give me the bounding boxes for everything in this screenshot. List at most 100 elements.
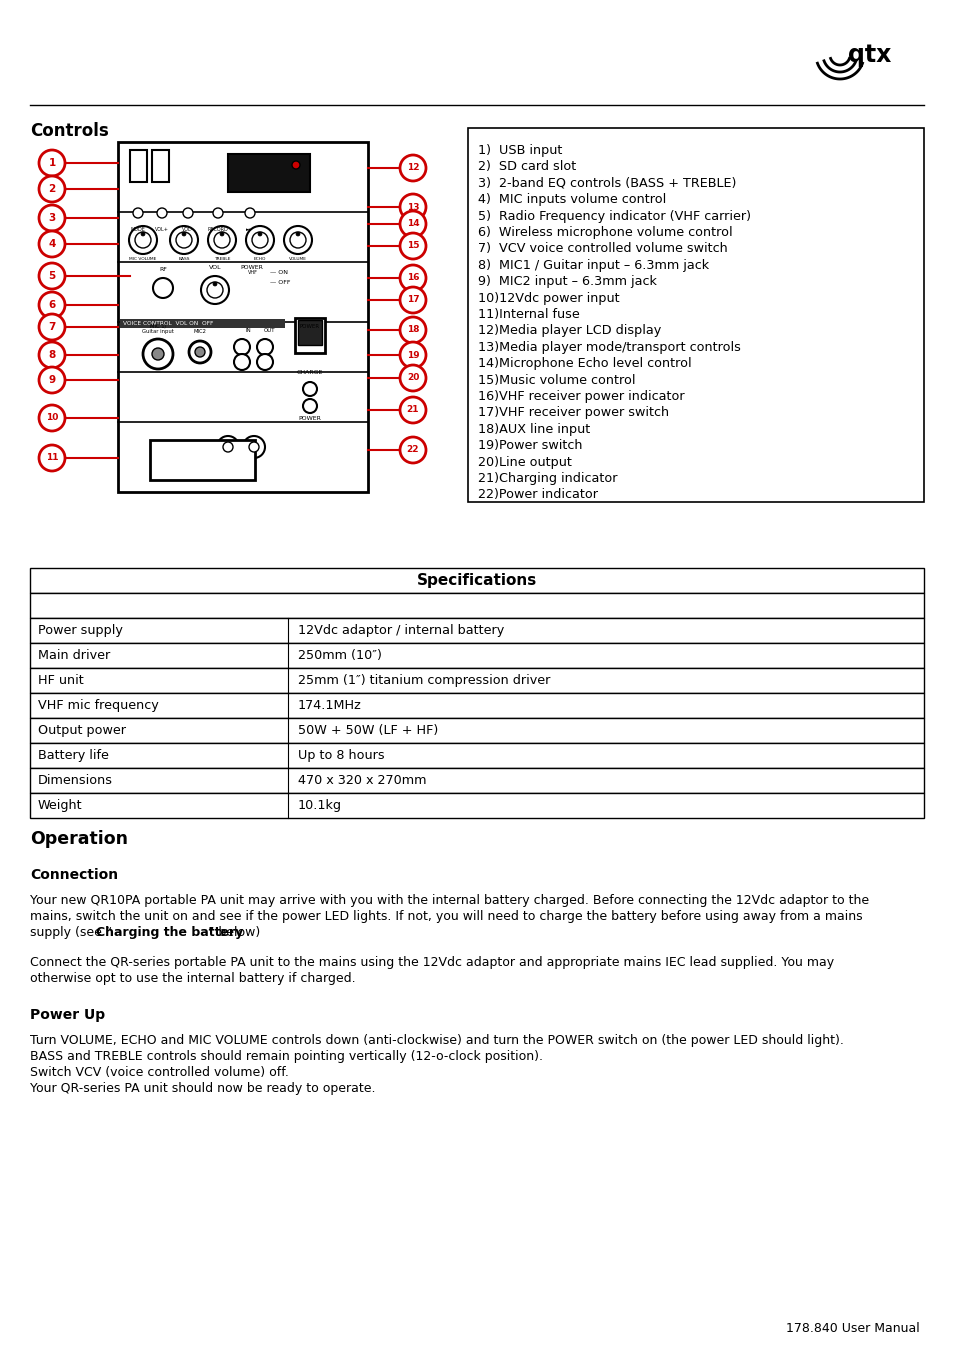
Circle shape (189, 342, 211, 363)
Circle shape (208, 225, 235, 254)
Text: 12: 12 (406, 163, 418, 173)
Text: 10: 10 (46, 413, 58, 423)
Circle shape (39, 446, 65, 471)
Text: Switch VCV (voice controlled volume) off.: Switch VCV (voice controlled volume) off… (30, 1066, 289, 1079)
Text: mains, switch the unit on and see if the power LED lights. If not, you will need: mains, switch the unit on and see if the… (30, 910, 862, 923)
Circle shape (39, 315, 65, 340)
Text: 50W + 50W (LF + HF): 50W + 50W (LF + HF) (297, 724, 437, 737)
Text: 1)  USB input: 1) USB input (477, 144, 561, 157)
Circle shape (39, 205, 65, 231)
Bar (30, 693, 923, 718)
Text: 18)AUX line input: 18)AUX line input (477, 423, 590, 436)
Text: Main driver: Main driver (38, 649, 111, 662)
Circle shape (243, 436, 265, 458)
Circle shape (292, 161, 299, 169)
Text: POWER: POWER (299, 324, 319, 329)
Text: 7: 7 (49, 323, 55, 332)
Text: 5)  Radio Frequency indicator (VHF carrier): 5) Radio Frequency indicator (VHF carrie… (477, 209, 750, 223)
Circle shape (152, 278, 172, 298)
Bar (30, 593, 923, 618)
Circle shape (399, 155, 426, 181)
Text: RECORD: RECORD (208, 227, 228, 232)
Circle shape (141, 232, 145, 236)
Circle shape (399, 317, 426, 343)
Text: POWER: POWER (298, 416, 321, 421)
Text: Turn VOLUME, ECHO and MIC VOLUME controls down (anti-clockwise) and turn the POW: Turn VOLUME, ECHO and MIC VOLUME control… (30, 1034, 843, 1048)
Text: 178.840 User Manual: 178.840 User Manual (785, 1322, 919, 1335)
Text: VHF mic frequency: VHF mic frequency (38, 699, 158, 711)
Circle shape (175, 232, 192, 248)
Bar (130, 150, 147, 182)
Text: 20)Line output: 20)Line output (477, 455, 571, 468)
Text: 470 x 320 x 270mm: 470 x 320 x 270mm (297, 774, 426, 787)
Circle shape (399, 364, 426, 391)
Circle shape (303, 382, 316, 396)
Circle shape (252, 232, 268, 248)
Text: 14)Microphone Echo level control: 14)Microphone Echo level control (477, 358, 691, 370)
Circle shape (233, 339, 250, 355)
Bar (152, 150, 169, 182)
Text: 8)  MIC1 / Guitar input – 6.3mm jack: 8) MIC1 / Guitar input – 6.3mm jack (477, 259, 708, 271)
Text: Operation: Operation (30, 830, 128, 848)
Circle shape (399, 265, 426, 292)
Text: 17: 17 (406, 296, 419, 305)
Bar (294, 319, 325, 352)
Circle shape (399, 288, 426, 313)
Text: supply (see “: supply (see “ (30, 926, 112, 940)
Text: RF: RF (159, 267, 167, 271)
Circle shape (303, 400, 316, 413)
Text: BASS and TREBLE controls should remain pointing vertically (12-o-clock position): BASS and TREBLE controls should remain p… (30, 1050, 542, 1062)
Circle shape (39, 263, 65, 289)
Text: 21: 21 (406, 405, 418, 414)
Text: 11)Internal fuse: 11)Internal fuse (477, 308, 579, 321)
Text: POWER: POWER (240, 265, 263, 270)
Bar (30, 743, 923, 768)
Text: Power Up: Power Up (30, 1008, 105, 1022)
Circle shape (170, 225, 198, 254)
Text: Up to 8 hours: Up to 8 hours (297, 749, 384, 761)
Text: TREBLE: TREBLE (213, 256, 230, 261)
Text: Your new QR10PA portable PA unit may arrive with you with the internal battery c: Your new QR10PA portable PA unit may arr… (30, 894, 868, 907)
Text: VHF: VHF (248, 270, 257, 275)
Text: 9: 9 (49, 375, 55, 385)
Circle shape (135, 232, 151, 248)
Text: otherwise opt to use the internal battery if charged.: otherwise opt to use the internal batter… (30, 972, 355, 986)
Text: 12Vdc adaptor / internal battery: 12Vdc adaptor / internal battery (297, 624, 504, 637)
Text: 6)  Wireless microphone volume control: 6) Wireless microphone volume control (477, 225, 732, 239)
Text: — OFF: — OFF (270, 279, 291, 285)
Text: Output power: Output power (38, 724, 126, 737)
Text: ►►: ►► (246, 227, 253, 232)
Text: 18: 18 (406, 325, 418, 335)
Text: OUT: OUT (264, 328, 275, 333)
Text: CHARGE: CHARGE (296, 370, 323, 375)
Circle shape (223, 441, 233, 452)
Circle shape (143, 339, 172, 369)
Bar (30, 718, 923, 743)
Bar (228, 154, 310, 192)
Text: 13: 13 (406, 202, 418, 212)
Circle shape (290, 232, 306, 248)
Text: Weight: Weight (38, 799, 83, 811)
Circle shape (194, 347, 205, 356)
Text: 10.1kg: 10.1kg (297, 799, 341, 811)
Circle shape (39, 150, 65, 176)
Circle shape (39, 342, 65, 369)
Circle shape (220, 232, 224, 236)
Text: 8: 8 (49, 350, 55, 360)
Text: VOL-: VOL- (182, 227, 193, 232)
Bar (30, 568, 923, 593)
Text: MIC2: MIC2 (193, 329, 206, 333)
Bar (30, 618, 923, 643)
Text: 9)  MIC2 input – 6.3mm jack: 9) MIC2 input – 6.3mm jack (477, 275, 657, 288)
Text: VOICE CONTROL  VOL ON  OFF: VOICE CONTROL VOL ON OFF (123, 321, 213, 325)
Circle shape (152, 348, 164, 360)
Text: VOLUME: VOLUME (289, 256, 307, 261)
Text: BASS: BASS (178, 256, 190, 261)
Bar (30, 768, 923, 792)
Bar (120, 319, 285, 328)
Text: Charging the battery: Charging the battery (95, 926, 243, 940)
Circle shape (399, 234, 426, 259)
Bar (30, 792, 923, 818)
Circle shape (39, 292, 65, 319)
Text: 7)  VCV voice controlled volume switch: 7) VCV voice controlled volume switch (477, 243, 727, 255)
